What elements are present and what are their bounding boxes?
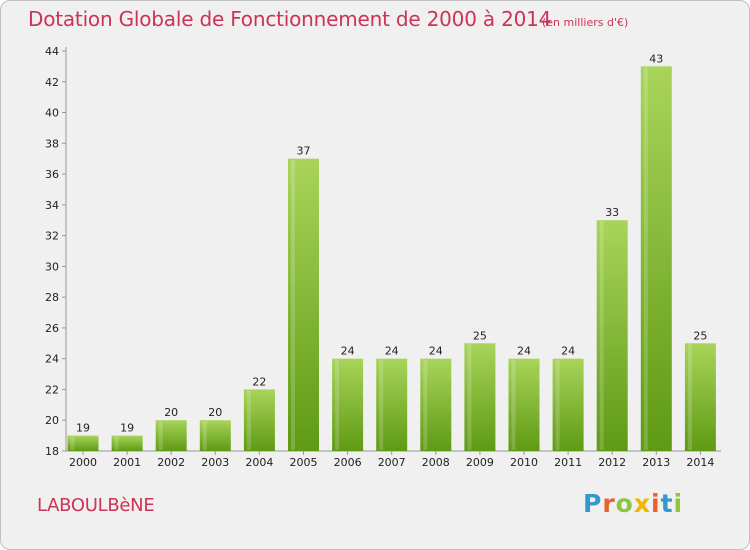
y-tick-label: 26 (45, 322, 59, 335)
bar-2009 (464, 343, 496, 451)
bar-2011 (552, 358, 584, 451)
chart-subtitle: (en milliers d'€) (542, 16, 629, 29)
brand-letter: x (633, 489, 651, 518)
bar-highlight (379, 359, 384, 450)
bar-2007 (376, 358, 408, 451)
data-label: 24 (341, 345, 355, 358)
x-tick-label: 2006 (334, 456, 362, 469)
y-tick-label: 18 (45, 445, 59, 458)
bar-highlight (511, 359, 516, 450)
brand-letter: t (660, 489, 674, 518)
data-label: 24 (385, 345, 399, 358)
bar-highlight (114, 436, 119, 450)
y-tick-label: 22 (45, 383, 59, 396)
data-label: 19 (120, 422, 134, 435)
bar-2006 (332, 358, 364, 451)
bar-highlight (599, 221, 604, 450)
bar-highlight (246, 390, 251, 450)
x-tick-label: 2014 (686, 456, 714, 469)
y-tick-label: 44 (45, 45, 59, 58)
bar-2001 (111, 435, 143, 451)
brand-letter: P (583, 489, 603, 518)
data-label: 19 (76, 422, 90, 435)
y-tick-label: 34 (45, 199, 59, 212)
bar-highlight (202, 421, 207, 450)
commune-name: LABOULBèNE (37, 495, 155, 516)
y-tick-label: 36 (45, 168, 59, 181)
bars (67, 66, 716, 451)
x-tick-label: 2008 (422, 456, 450, 469)
bar-2013 (640, 66, 672, 451)
bar-2010 (508, 358, 540, 451)
data-label: 20 (208, 406, 222, 419)
brand-letter: i (673, 489, 684, 518)
data-label: 24 (517, 345, 531, 358)
x-tick-label: 2011 (554, 456, 582, 469)
bar-highlight (335, 359, 340, 450)
bar-2005 (288, 158, 319, 451)
x-tick-label: 2009 (466, 456, 494, 469)
data-label: 22 (252, 375, 266, 388)
y-tick-label: 42 (45, 76, 59, 89)
x-tick-label: 2000 (69, 456, 97, 469)
bar-highlight (643, 67, 648, 450)
x-tick-label: 2001 (113, 456, 141, 469)
y-tick-label: 24 (45, 353, 59, 366)
data-label: 20 (164, 406, 178, 419)
chart-title: Dotation Globale de Fonctionnement de 20… (28, 7, 552, 31)
bar-2014 (684, 343, 716, 451)
data-label: 37 (297, 145, 311, 158)
x-tick-label: 2003 (201, 456, 229, 469)
bar-2008 (420, 358, 452, 451)
x-tick-label: 2012 (598, 456, 626, 469)
bar-2012 (596, 220, 628, 451)
bar-highlight (291, 159, 295, 450)
y-tick-label: 28 (45, 291, 59, 304)
bar-highlight (687, 344, 692, 450)
labels: 18 20 22 24 26 28 30 32 34 36 38 40 42 44 19 2000 19 2001… (45, 45, 714, 469)
brand-letter: i (651, 489, 661, 518)
brand-letter: r (602, 489, 616, 518)
proxiti-logo: Proxiti (583, 489, 683, 518)
bar-highlight (70, 436, 75, 450)
bar-highlight (158, 421, 163, 450)
bar-2000 (67, 435, 99, 451)
y-tick-label: 30 (45, 260, 59, 273)
data-label: 25 (473, 329, 487, 342)
x-tick-label: 2007 (378, 456, 406, 469)
data-label: 33 (605, 206, 619, 219)
x-tick-label: 2005 (290, 456, 318, 469)
x-tick-label: 2010 (510, 456, 538, 469)
x-tick-label: 2002 (157, 456, 185, 469)
bar-highlight (423, 359, 428, 450)
brand-letter: o (615, 489, 634, 518)
x-tick-label: 2004 (245, 456, 273, 469)
y-tick-label: 40 (45, 107, 59, 120)
y-tick-label: 32 (45, 230, 59, 243)
bar-2004 (243, 389, 275, 451)
bar-2003 (199, 420, 231, 451)
x-tick-label: 2013 (642, 456, 670, 469)
bar-highlight (555, 359, 560, 450)
y-tick-label: 38 (45, 137, 59, 150)
bar-highlight (467, 344, 472, 450)
data-label: 25 (693, 329, 707, 342)
y-tick-label: 20 (45, 414, 59, 427)
bar-2002 (155, 420, 187, 451)
data-label: 24 (429, 345, 443, 358)
data-label: 43 (649, 52, 663, 65)
data-label: 24 (561, 345, 575, 358)
